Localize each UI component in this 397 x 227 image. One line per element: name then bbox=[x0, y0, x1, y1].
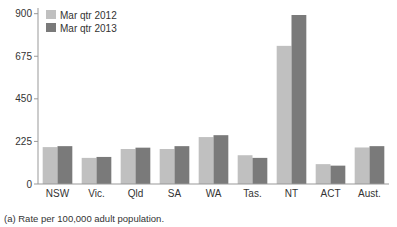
legend-label: Mar qtr 2013 bbox=[60, 23, 117, 34]
y-tick bbox=[34, 98, 38, 99]
legend-swatch bbox=[46, 23, 56, 32]
bar bbox=[43, 147, 58, 184]
chart: 0 225 450 675 900 NSW Vic. Qld SA WA Tas. NT ACT Aust… bbox=[0, 0, 397, 227]
x-tick-label: ACT bbox=[321, 188, 341, 199]
x-tick-label: Aust. bbox=[358, 188, 381, 199]
texts: 0 225 450 675 900 NSW Vic. Qld SA WA Tas. NT ACT Aust… bbox=[4, 8, 381, 224]
legend: Mar qtr 2012 Mar qtr 2013 bbox=[46, 10, 117, 34]
y-tick-label: 225 bbox=[15, 136, 32, 147]
footnote: (a) Rate per 100,000 adult population. bbox=[4, 213, 164, 224]
bars bbox=[43, 15, 385, 184]
x-tick-label: WA bbox=[206, 188, 222, 199]
x-tick-label: Tas. bbox=[243, 188, 261, 199]
bar bbox=[316, 164, 331, 184]
legend-swatch bbox=[46, 10, 56, 19]
bar bbox=[97, 157, 112, 184]
x-tick-label: NSW bbox=[46, 188, 70, 199]
bar bbox=[214, 135, 229, 184]
bar bbox=[355, 147, 370, 184]
y-tick bbox=[34, 56, 38, 57]
y-tick-label: 0 bbox=[26, 179, 32, 190]
bar bbox=[277, 46, 292, 184]
bar bbox=[121, 149, 136, 184]
bar bbox=[160, 149, 175, 184]
bar bbox=[370, 146, 385, 184]
bar bbox=[331, 166, 346, 184]
x-tick-label: Qld bbox=[128, 188, 144, 199]
bar bbox=[136, 148, 151, 184]
y-tick-label: 900 bbox=[15, 8, 32, 19]
bar bbox=[175, 146, 190, 184]
x-tick-label: SA bbox=[168, 188, 182, 199]
bar bbox=[82, 158, 97, 184]
x-tick-label: Vic. bbox=[88, 188, 105, 199]
bar bbox=[253, 158, 268, 184]
legend-label: Mar qtr 2012 bbox=[60, 10, 117, 21]
bar bbox=[199, 137, 214, 184]
y-tick bbox=[34, 13, 38, 14]
y-axis-line bbox=[38, 8, 39, 184]
bar bbox=[292, 15, 307, 184]
y-tick bbox=[34, 141, 38, 142]
y-tick-label: 675 bbox=[15, 51, 32, 62]
x-tick-label: NT bbox=[285, 188, 298, 199]
bar bbox=[58, 146, 73, 184]
y-tick bbox=[34, 184, 38, 185]
x-axis-line bbox=[38, 184, 389, 185]
y-tick-label: 450 bbox=[15, 93, 32, 104]
bar bbox=[238, 155, 253, 184]
